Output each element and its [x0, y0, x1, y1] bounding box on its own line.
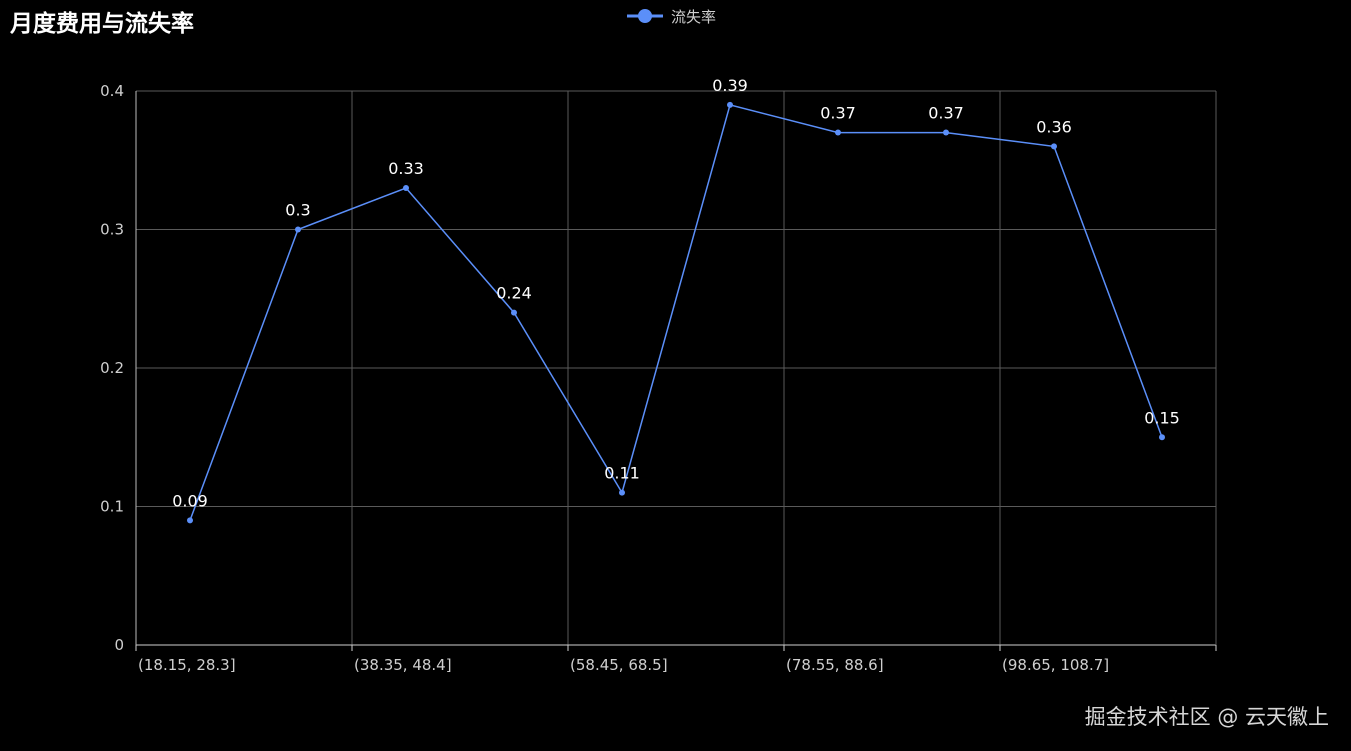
- legend[interactable]: 流失率: [626, 4, 716, 28]
- data-point[interactable]: [511, 309, 517, 316]
- data-point[interactable]: [295, 226, 301, 233]
- data-point[interactable]: [835, 129, 841, 136]
- data-label: 0.24: [496, 284, 532, 303]
- series-polyline: [189, 103, 1163, 521]
- axes: 0 0.1 0.2 0.3 0.4 (18.15, 28.3] (38.35, 48.4] (…: [100, 82, 1217, 674]
- chart-title: 月度费用与流失率: [10, 11, 194, 37]
- x-tick-label: (38.35, 48.4]: [354, 656, 452, 674]
- data-labels: 0.09 0.3 0.33 0.24 0.11 0.39 0.37 0.37 0.36 0.15: [172, 76, 1180, 511]
- grid-lines: [135, 90, 1217, 645]
- x-tick-label: (78.55, 88.6]: [786, 656, 884, 674]
- watermark: 掘金技术社区 @ 云天徽上: [1084, 705, 1329, 729]
- data-label: 0.09: [172, 491, 208, 510]
- x-tick-label: (18.15, 28.3]: [138, 656, 236, 674]
- series-line: [187, 101, 1165, 524]
- y-tick-label: 0: [114, 636, 124, 654]
- data-point[interactable]: [727, 101, 733, 108]
- y-tick-label: 0.3: [100, 221, 124, 239]
- data-label: 0.33: [388, 159, 424, 178]
- x-tick-label: (58.45, 68.5]: [570, 656, 668, 674]
- data-label: 0.37: [820, 104, 856, 123]
- data-point[interactable]: [1159, 434, 1165, 441]
- data-label: 0.37: [928, 104, 964, 123]
- legend-label: 流失率: [671, 7, 717, 26]
- y-tick-label: 0.4: [100, 82, 124, 100]
- y-tick-label: 0.2: [100, 359, 124, 377]
- data-label: 0.36: [1036, 117, 1072, 136]
- data-label: 0.39: [712, 76, 748, 95]
- data-label: 0.3: [285, 201, 310, 220]
- x-tick-label: (98.65, 108.7]: [1002, 656, 1109, 674]
- y-tick-label: 0.1: [100, 498, 124, 516]
- data-point[interactable]: [619, 489, 625, 496]
- data-point[interactable]: [403, 184, 409, 191]
- legend-line-marker-icon: [627, 9, 663, 23]
- data-point[interactable]: [943, 129, 949, 136]
- data-label: 0.15: [1144, 408, 1180, 427]
- data-point[interactable]: [187, 517, 193, 524]
- data-point[interactable]: [1051, 143, 1057, 150]
- data-label: 0.11: [604, 464, 640, 483]
